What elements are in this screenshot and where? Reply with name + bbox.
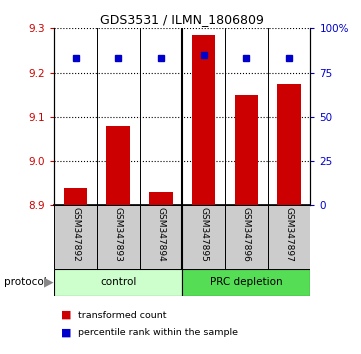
Bar xyxy=(106,126,130,205)
Text: GSM347896: GSM347896 xyxy=(242,207,251,262)
Bar xyxy=(277,84,301,205)
Text: transformed count: transformed count xyxy=(78,310,166,320)
Bar xyxy=(64,188,87,205)
Bar xyxy=(182,205,225,269)
Text: GSM347893: GSM347893 xyxy=(114,207,123,262)
Text: protocol: protocol xyxy=(4,277,46,287)
Bar xyxy=(192,35,216,205)
Text: GSM347892: GSM347892 xyxy=(71,207,80,262)
Bar xyxy=(54,205,97,269)
Bar xyxy=(97,205,140,269)
Text: GSM347897: GSM347897 xyxy=(284,207,293,262)
Title: GDS3531 / ILMN_1806809: GDS3531 / ILMN_1806809 xyxy=(100,13,264,26)
Text: PRC depletion: PRC depletion xyxy=(210,277,283,287)
Text: ▶: ▶ xyxy=(44,276,53,289)
Bar xyxy=(268,205,310,269)
Bar xyxy=(225,205,268,269)
Text: ■: ■ xyxy=(61,328,72,338)
Bar xyxy=(140,205,182,269)
Bar xyxy=(235,95,258,205)
Bar xyxy=(149,192,173,205)
Text: control: control xyxy=(100,277,136,287)
Text: GSM347894: GSM347894 xyxy=(156,207,165,262)
Text: GSM347895: GSM347895 xyxy=(199,207,208,262)
Bar xyxy=(54,269,182,296)
Text: percentile rank within the sample: percentile rank within the sample xyxy=(78,328,238,337)
Text: ■: ■ xyxy=(61,310,72,320)
Bar xyxy=(182,269,310,296)
